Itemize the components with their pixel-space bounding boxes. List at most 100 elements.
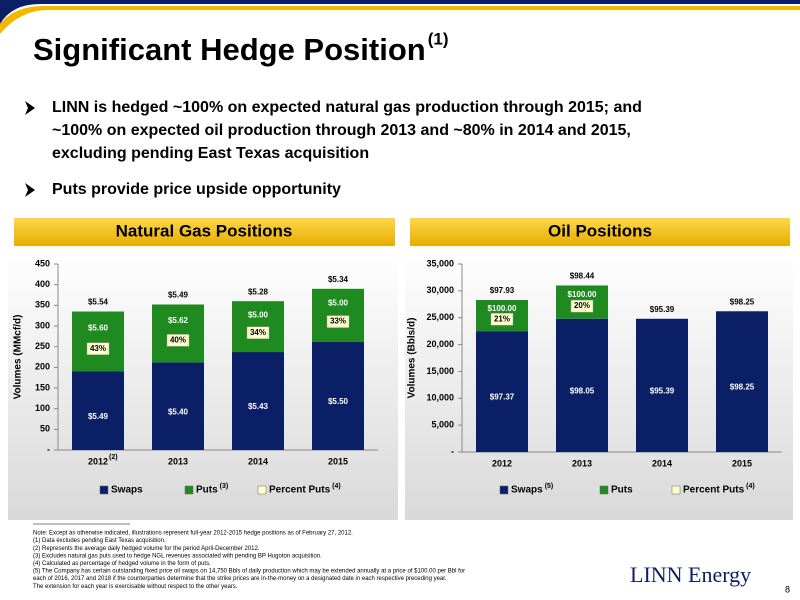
legend-swatch	[499, 485, 509, 495]
bar	[312, 341, 364, 450]
percent-label: 34%	[250, 328, 266, 337]
percent-label: 33%	[330, 317, 346, 326]
y-axis-label: Volumes (MMcf/d)	[13, 315, 24, 400]
y-tick-label: -	[47, 444, 50, 454]
logo: LINN Energy	[630, 562, 751, 587]
y-tick-label: 50	[40, 424, 50, 434]
price-label: $95.39	[650, 387, 675, 396]
page-number: 8	[785, 584, 790, 594]
bullet-text: Puts provide price upside opportunity	[52, 181, 341, 198]
chart-header	[410, 218, 790, 246]
bullet-text: excluding pending East Texas acquisition	[52, 145, 369, 162]
price-label: $97.37	[490, 393, 515, 402]
bullet-arrow	[25, 183, 35, 197]
legend-label: Percent Puts	[269, 485, 331, 496]
bar	[556, 318, 608, 452]
bullet-arrow	[25, 101, 35, 115]
bar	[72, 311, 124, 372]
x-tick-label: 2013	[572, 458, 592, 468]
price-label: $5.49	[88, 412, 109, 421]
y-tick-label: 100	[35, 403, 50, 413]
price-label: $98.05	[570, 387, 595, 396]
total-label: $95.39	[650, 305, 675, 314]
footnote: Note: Except as otherwise indicated, ill…	[33, 531, 353, 537]
footnote: The extension for each year is exercisab…	[33, 584, 238, 590]
total-label: $98.25	[730, 297, 755, 306]
bar	[152, 304, 204, 363]
y-tick-label: 20,000	[426, 339, 454, 349]
price-label: $100.00	[488, 304, 517, 313]
footnote: (3) Excludes natural gas puts used to he…	[33, 553, 322, 559]
legend-label: Swaps	[111, 485, 143, 496]
x-tick-label: 2012	[88, 456, 108, 466]
title-note: (1)	[428, 29, 449, 48]
legend-note: (3)	[220, 483, 229, 490]
price-label: $5.00	[248, 311, 269, 320]
percent-label: 43%	[90, 344, 106, 353]
percent-label: 20%	[574, 301, 590, 310]
legend-swatch	[99, 485, 109, 495]
x-tick-label: 2015	[328, 456, 348, 466]
x-tick-label: 2014	[248, 456, 268, 466]
header-band	[0, 0, 800, 24]
legend-label: Puts	[196, 485, 218, 496]
price-label: $5.60	[88, 323, 109, 332]
bar	[636, 318, 688, 452]
y-tick-label: 5,000	[431, 420, 454, 430]
x-tick-label: 2015	[732, 458, 752, 468]
footnote: (1) Data excludes pending East Texas acq…	[33, 538, 166, 544]
legend-swatch	[257, 485, 267, 495]
x-tick-label: 2012	[492, 458, 512, 468]
y-tick-label: 15,000	[426, 366, 454, 376]
footnote: (5) The Company has certain outstanding …	[33, 569, 465, 575]
chart-header	[14, 218, 395, 246]
x-tick-label: 2013	[168, 456, 188, 466]
bullet-text: ~100% on expected oil production through…	[52, 122, 631, 139]
price-label: $5.50	[328, 397, 349, 406]
y-tick-label: 400	[35, 279, 50, 289]
legend-label: Swaps	[511, 485, 543, 496]
total-label: $5.34	[328, 275, 349, 284]
y-tick-label: 10,000	[426, 393, 454, 403]
price-label: $5.62	[168, 316, 189, 325]
percent-box	[326, 315, 350, 328]
total-label: $97.93	[490, 286, 515, 295]
y-tick-label: -	[451, 446, 454, 456]
legend-label: Puts	[611, 485, 633, 496]
y-tick-label: 200	[35, 362, 50, 372]
percent-box	[246, 326, 270, 339]
legend-note: (4)	[332, 483, 341, 490]
y-tick-label: 150	[35, 382, 50, 392]
footnote: (2) Represents the average daily hedged …	[33, 546, 260, 552]
legend-note: (5)	[545, 483, 554, 490]
header-stripe	[0, 6, 800, 34]
chart-title: Oil Positions	[548, 221, 652, 240]
footnote: (4) Calculated as percentage of hedged v…	[33, 561, 211, 567]
chart-title: Natural Gas Positions	[116, 221, 293, 240]
legend-swatch	[599, 485, 609, 495]
percent-label: 21%	[494, 314, 510, 323]
y-tick-label: 35,000	[426, 258, 454, 268]
legend-swatch	[671, 485, 681, 495]
price-label: $5.40	[168, 407, 189, 416]
bar	[232, 352, 284, 450]
y-tick-label: 300	[35, 320, 50, 330]
price-label: $5.00	[328, 299, 349, 308]
bar	[152, 362, 204, 450]
bar	[716, 311, 768, 452]
bar	[476, 331, 528, 452]
price-label: $5.43	[248, 402, 269, 411]
y-tick-label: 30,000	[426, 285, 454, 295]
footnote: each of 2016, 2017 and 2018 if the count…	[33, 576, 447, 582]
y-tick-label: 450	[35, 258, 50, 268]
legend-swatch	[184, 485, 194, 495]
percent-box	[490, 313, 514, 326]
y-tick-label: 350	[35, 300, 50, 310]
y-tick-label: 250	[35, 341, 50, 351]
price-label: $98.25	[730, 383, 755, 392]
bar	[72, 371, 124, 450]
total-label: $5.28	[248, 287, 269, 296]
percent-box	[86, 342, 110, 355]
